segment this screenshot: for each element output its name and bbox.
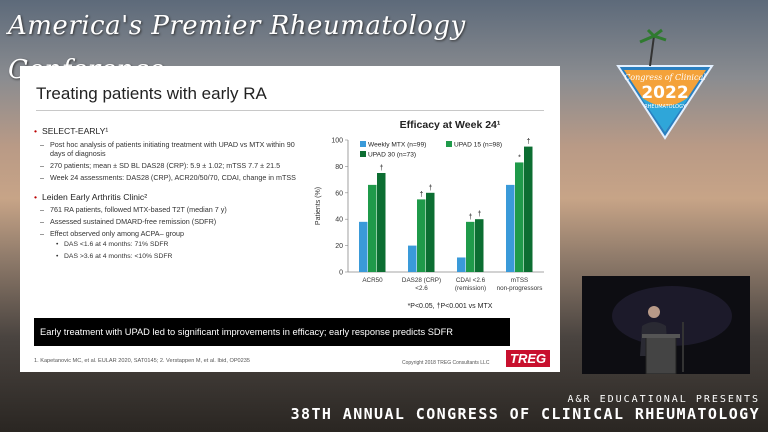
references: 1. Kapetanovic MC, et al. EULAR 2020, SA… xyxy=(34,358,251,364)
copyright: Copyright 2018 TREG Consultants LLC xyxy=(402,360,490,366)
legend-label-2: UPAD 30 (n=73) xyxy=(368,152,416,159)
legend-swatch-0 xyxy=(360,141,366,147)
legend-swatch-1 xyxy=(446,141,452,147)
sub-sub-bullet: DAS >3.6 at 4 months: <10% SDFR xyxy=(34,253,302,262)
slide-title: Treating patients with early RA xyxy=(36,84,267,103)
x-tick-label: <2.6 xyxy=(415,285,428,292)
y-tick-label: 20 xyxy=(335,243,343,250)
significance-marker: † xyxy=(420,191,424,198)
bullet-select-early: SELECT-EARLY¹ xyxy=(34,126,302,137)
bar-2-1 xyxy=(426,192,435,272)
significance-marker: † xyxy=(380,165,384,172)
bar-1-1 xyxy=(417,199,426,272)
sub-bullet: Post hoc analysis of patients initiating… xyxy=(34,140,302,158)
significance-marker: † xyxy=(527,139,531,146)
logo-line2: RHEUMATOLOGY xyxy=(644,104,687,110)
legend-swatch-2 xyxy=(360,151,366,157)
key-takeaway-callout: Early treatment with UPAD led to signifi… xyxy=(34,318,510,346)
logo-year: 2022 xyxy=(641,83,688,103)
x-tick-label: (remission) xyxy=(455,285,486,292)
bar-2-0 xyxy=(377,173,386,272)
x-tick-label: CDAI <2.6 xyxy=(456,277,486,284)
y-tick-label: 0 xyxy=(339,270,343,277)
conference-banner-title: America's Premier Rheumatology Conferenc… xyxy=(8,11,466,85)
x-tick-label: mTSS xyxy=(511,277,529,284)
significance-marker: † xyxy=(469,214,473,221)
speaker-video-feed xyxy=(582,276,750,374)
congress-logo: Congress of Clinical 2022 RHEUMATOLOGY xyxy=(616,28,714,140)
y-tick-label: 40 xyxy=(335,217,343,224)
sub-bullet: Week 24 assessments: DAS28 (CRP), ACR20/… xyxy=(34,173,302,182)
bullet-list: SELECT-EARLY¹ Post hoc analysis of patie… xyxy=(34,122,302,262)
y-axis-label: Patients (%) xyxy=(315,187,322,225)
bar-1-3 xyxy=(515,162,524,272)
y-tick-label: 100 xyxy=(331,138,343,145)
bar-1-2 xyxy=(466,221,475,272)
bar-0-3 xyxy=(506,184,515,272)
x-tick-label: ACR50 xyxy=(362,277,383,284)
bullet-leiden: Leiden Early Arthritis Clinic² xyxy=(34,192,302,203)
presentation-slide: Treating patients with early RA SELECT-E… xyxy=(20,66,560,372)
significance-marker: † xyxy=(429,185,433,192)
bar-1-0 xyxy=(368,184,377,272)
legend-label-0: Weekly MTX (n=99) xyxy=(368,142,426,149)
lower-third-event: 38TH ANNUAL CONGRESS OF CLINICAL RHEUMAT… xyxy=(290,405,760,423)
efficacy-bar-chart: Efficacy at Week 24¹ 0 20 40 60 80 100 Patients… xyxy=(315,119,544,310)
y-tick-label: 80 xyxy=(335,164,343,171)
sub-bullet: 270 patients; mean ± SD BL DAS28 (CRP): … xyxy=(34,161,302,170)
treg-logo: TREG xyxy=(506,350,551,367)
sub-sub-bullet: DAS <1.6 at 4 months: 71% SDFR xyxy=(34,241,302,250)
bar-0-2 xyxy=(457,257,466,272)
bar-2-2 xyxy=(475,219,484,272)
chart-footnote: *P<0.05, †P<0.001 vs MTX xyxy=(408,303,493,310)
y-tick-label: 60 xyxy=(335,190,343,197)
chart-title: Efficacy at Week 24¹ xyxy=(400,119,501,131)
logo-line1: Congress of Clinical xyxy=(624,73,706,82)
legend-label-1: UPAD 15 (n=98) xyxy=(454,142,502,149)
lower-third: A&R EDUCATIONAL PRESENTS 38TH ANNUAL CON… xyxy=(291,394,760,423)
bar-0-0 xyxy=(359,221,368,272)
bar-0-1 xyxy=(408,245,417,272)
title-divider xyxy=(36,110,544,111)
lower-third-presenter: A&R EDUCATIONAL PRESENTS xyxy=(567,394,760,405)
x-tick-label: non-progressors xyxy=(497,285,543,292)
sub-bullet: Assessed sustained DMARD-free remission … xyxy=(34,217,302,226)
sub-bullet: 761 RA patients, followed MTX-based T2T … xyxy=(34,205,302,214)
significance-marker: † xyxy=(478,211,482,218)
bar-2-3 xyxy=(524,146,533,272)
significance-marker: * xyxy=(518,154,521,161)
sub-bullet: Effect observed only among ACPA– group xyxy=(34,229,302,238)
x-tick-label: DAS28 (CRP) xyxy=(402,277,441,284)
